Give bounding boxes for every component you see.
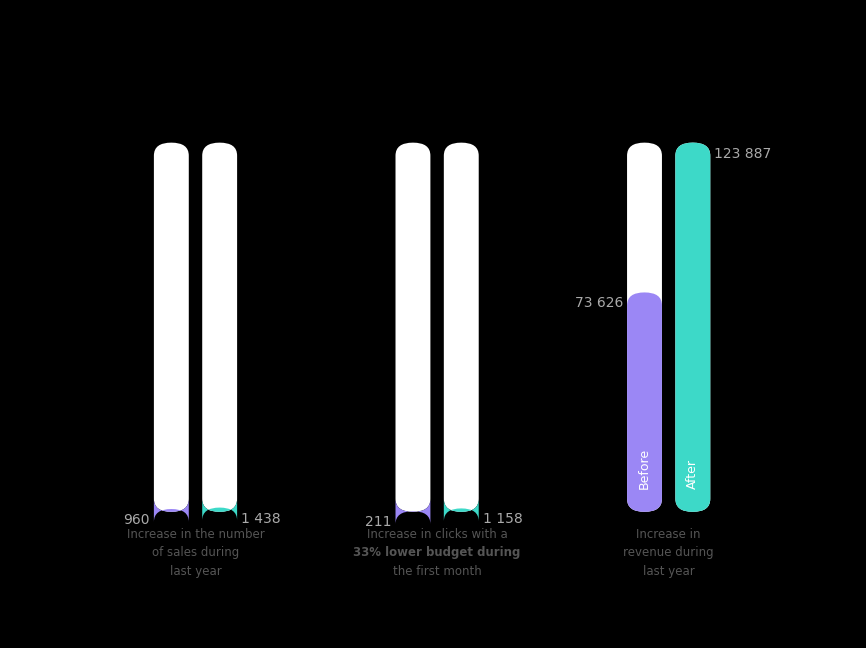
- FancyBboxPatch shape: [627, 292, 662, 512]
- Text: last year: last year: [170, 565, 222, 578]
- Text: 1 158: 1 158: [482, 513, 522, 526]
- Text: After: After: [213, 459, 226, 489]
- FancyBboxPatch shape: [443, 499, 479, 522]
- FancyBboxPatch shape: [396, 143, 430, 512]
- FancyBboxPatch shape: [675, 143, 710, 512]
- FancyBboxPatch shape: [154, 143, 189, 512]
- Text: Increase in: Increase in: [637, 528, 701, 541]
- Text: Before: Before: [165, 448, 178, 489]
- Text: last year: last year: [643, 565, 695, 578]
- Text: of sales during: of sales during: [152, 546, 239, 559]
- FancyBboxPatch shape: [203, 499, 237, 520]
- Text: Increase in the number: Increase in the number: [126, 528, 264, 541]
- Text: 211: 211: [365, 515, 391, 529]
- FancyBboxPatch shape: [627, 143, 662, 512]
- Text: After: After: [687, 459, 700, 489]
- Text: the first month: the first month: [393, 565, 481, 578]
- Text: Increase in clicks with a: Increase in clicks with a: [366, 528, 507, 541]
- Text: Before: Before: [406, 448, 419, 489]
- Text: 73 626: 73 626: [575, 296, 623, 310]
- Text: 33% lower budget during: 33% lower budget during: [353, 546, 520, 559]
- FancyBboxPatch shape: [154, 499, 189, 522]
- Text: Before: Before: [638, 448, 651, 489]
- FancyBboxPatch shape: [396, 499, 430, 524]
- FancyBboxPatch shape: [203, 143, 237, 512]
- Text: revenue during: revenue during: [624, 546, 714, 559]
- Text: 123 887: 123 887: [714, 146, 772, 161]
- Text: 1 438: 1 438: [241, 511, 281, 526]
- Text: After: After: [455, 459, 468, 489]
- Text: 960: 960: [123, 513, 150, 527]
- FancyBboxPatch shape: [675, 143, 710, 512]
- FancyBboxPatch shape: [443, 143, 479, 512]
